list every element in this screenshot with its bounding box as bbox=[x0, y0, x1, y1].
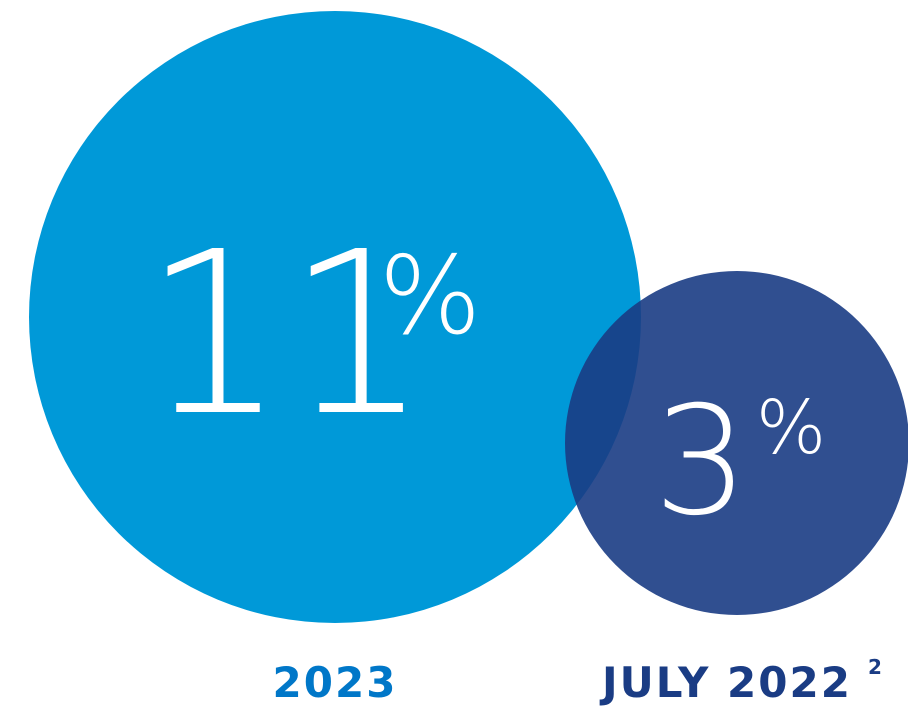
bubble-july-2022-value: 3 bbox=[653, 375, 748, 549]
bubble-2023 bbox=[29, 11, 641, 623]
bubble-july-2022-footnote: 2 bbox=[868, 655, 884, 679]
bubble-july-2022-label: JULY 2022 bbox=[599, 658, 852, 707]
bubble-july-2022-unit: % bbox=[756, 385, 826, 471]
bubble-2023-value: 11 bbox=[143, 204, 429, 466]
bubble-july-2022 bbox=[565, 271, 908, 615]
bubble-2023-label: 2023 bbox=[273, 658, 398, 707]
bubble-2023-unit: % bbox=[379, 234, 482, 359]
